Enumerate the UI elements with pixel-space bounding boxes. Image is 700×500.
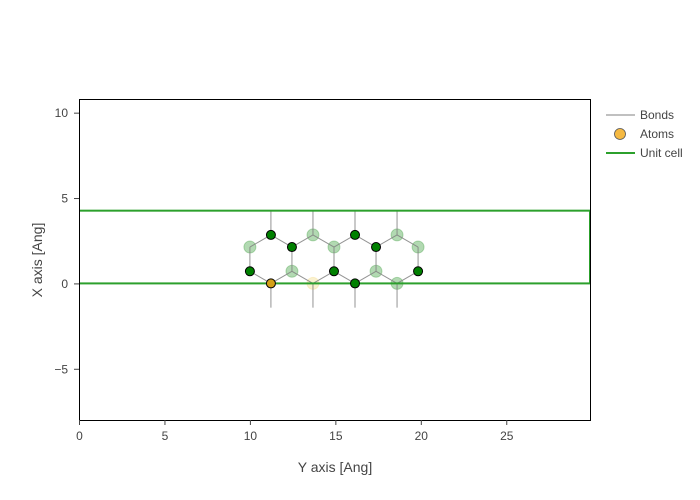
x-tick-label: 5 (162, 429, 169, 443)
y-tick-label: 5 (61, 192, 68, 206)
y-tick-label: 0 (61, 277, 68, 291)
legend-label: Unit cell (640, 146, 683, 160)
y-axis-title: X axis [Ang] (29, 223, 45, 298)
y-axis: 10 5 0 −5 (54, 106, 79, 376)
unit-cell-rect (79, 209, 590, 285)
legend: Bonds Atoms Unit cell (606, 108, 683, 160)
atom-marker (265, 229, 276, 240)
plot-frame (79, 99, 591, 421)
x-tick-label: 20 (415, 429, 429, 443)
atom-marker (265, 278, 276, 289)
y-tick-label: −5 (54, 362, 68, 376)
x-tick-label: 10 (244, 429, 258, 443)
bond-line (375, 270, 398, 284)
x-tick-label: 25 (500, 429, 514, 443)
bond-line (396, 234, 419, 248)
x-tick-label: 0 (76, 429, 83, 443)
atom-marker (328, 266, 339, 277)
bond-line (291, 270, 314, 284)
atom-marker (286, 242, 297, 253)
atom-marker (413, 266, 424, 277)
atom-marker (244, 266, 255, 277)
atom-marker (350, 229, 361, 240)
x-axis-title: Y axis [Ang] (298, 459, 372, 475)
legend-swatch-marker (614, 128, 626, 140)
y-tick-label: 10 (55, 106, 69, 120)
plot-area (79, 99, 591, 421)
bond-line (312, 234, 335, 248)
atom-marker (350, 278, 361, 289)
legend-label: Bonds (640, 108, 674, 122)
plot-content (79, 209, 590, 308)
atom-marker (371, 242, 382, 253)
x-tick-label: 15 (329, 429, 343, 443)
x-axis: 0 5 10 15 20 25 (76, 420, 514, 443)
legend-label: Atoms (640, 127, 674, 141)
